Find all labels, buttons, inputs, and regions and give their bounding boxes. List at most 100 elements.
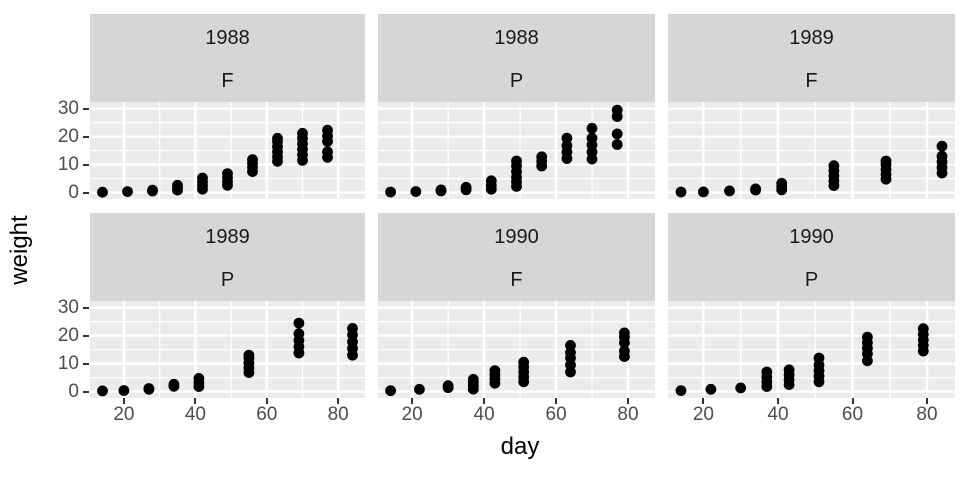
data-point	[442, 380, 454, 392]
data-point	[611, 104, 623, 116]
data-point	[222, 168, 233, 179]
data-point	[917, 323, 929, 335]
data-point	[511, 155, 522, 167]
y-tick-label: 0	[68, 181, 79, 203]
y-tick-mark	[83, 362, 89, 365]
data-point	[460, 181, 472, 193]
data-point	[936, 140, 948, 152]
x-tick-mark	[265, 398, 268, 404]
data-point	[698, 186, 709, 198]
data-point	[97, 186, 108, 198]
facet-panel	[378, 301, 655, 398]
x-tick-label: 80	[327, 404, 349, 425]
data-point	[724, 185, 735, 197]
y-tick-mark	[83, 107, 89, 110]
strip-year-label: 1990	[494, 226, 539, 248]
y-tick-label: 10	[57, 153, 79, 175]
x-tick-mark	[194, 398, 197, 404]
data-point	[586, 132, 598, 144]
x-tick-label: 40	[184, 404, 206, 425]
x-tick-label: 80	[617, 404, 639, 425]
data-point	[675, 385, 687, 396]
data-point	[489, 365, 501, 376]
strip-variety-label: F	[805, 70, 818, 92]
strip-year-label: 1988	[205, 27, 250, 49]
data-point	[776, 177, 788, 189]
data-point	[880, 155, 892, 167]
x-tick-mark	[702, 398, 705, 404]
data-point	[118, 385, 130, 396]
x-tick-mark	[627, 398, 629, 404]
y-tick-label: 30	[57, 296, 79, 318]
data-point	[97, 385, 108, 397]
y-tick-mark	[83, 306, 89, 309]
data-point	[347, 323, 358, 334]
facet-panel	[90, 301, 365, 398]
strip-variety-label: P	[804, 269, 819, 291]
facet-strip: 1989 F	[668, 14, 955, 102]
data-point	[561, 132, 573, 144]
data-point	[322, 146, 333, 158]
data-point	[143, 383, 155, 394]
x-tick-label: 60	[545, 404, 567, 425]
data-point	[611, 128, 623, 140]
data-point	[761, 366, 773, 378]
x-tick-label: 80	[916, 404, 938, 425]
x-tick-label: 20	[401, 404, 423, 425]
y-tick-label: 0	[68, 380, 79, 402]
x-tick-label: 60	[256, 404, 278, 425]
data-point	[243, 349, 255, 361]
data-point	[536, 151, 548, 163]
facet-panel	[90, 102, 365, 199]
x-tick-label: 60	[841, 404, 864, 425]
x-axis-title: day	[500, 433, 540, 460]
strip-year-label: 1988	[494, 27, 539, 49]
data-point	[168, 378, 180, 390]
facet-strip: 1988 P	[378, 14, 655, 102]
data-point	[172, 179, 183, 191]
x-tick-label: 20	[692, 404, 714, 425]
data-point	[272, 132, 283, 144]
y-tick-mark	[83, 390, 89, 393]
facet-strip: 1990 F	[378, 213, 655, 301]
data-point	[485, 175, 497, 187]
data-point	[410, 186, 422, 197]
data-point	[619, 345, 630, 357]
data-point	[565, 340, 576, 351]
facet-panel	[668, 102, 955, 199]
data-point	[862, 331, 873, 343]
y-tick-mark	[83, 135, 89, 138]
data-point	[293, 328, 305, 340]
y-tick-label: 30	[57, 97, 79, 119]
data-point	[813, 352, 825, 364]
x-tick-mark	[483, 398, 486, 404]
facet-panel	[668, 301, 955, 398]
data-point	[936, 150, 948, 162]
strip-variety-label: P	[509, 70, 524, 92]
data-point	[675, 186, 687, 198]
data-point	[750, 183, 761, 195]
x-tick-mark	[777, 398, 779, 404]
y-tick-label: 20	[57, 324, 79, 346]
y-tick-mark	[83, 334, 89, 337]
y-tick-label: 10	[57, 352, 79, 374]
data-point	[586, 122, 598, 134]
data-point	[297, 127, 308, 139]
x-tick-mark	[851, 398, 854, 404]
y-axis-title: weight	[6, 215, 33, 285]
data-point	[705, 383, 717, 395]
data-point	[467, 373, 479, 385]
strip-year-label: 1990	[789, 226, 834, 248]
data-point	[247, 154, 258, 165]
x-tick-label: 20	[113, 404, 135, 425]
strip-variety-label: F	[510, 269, 523, 291]
data-point	[322, 124, 333, 136]
strip-variety-label: P	[220, 269, 235, 291]
x-tick-label: 40	[473, 404, 495, 425]
data-point	[385, 186, 396, 198]
data-point	[193, 373, 205, 384]
data-point	[611, 139, 623, 150]
strip-variety-label: F	[221, 70, 234, 92]
x-tick-mark	[337, 398, 340, 404]
strip-year-label: 1989	[205, 226, 250, 248]
